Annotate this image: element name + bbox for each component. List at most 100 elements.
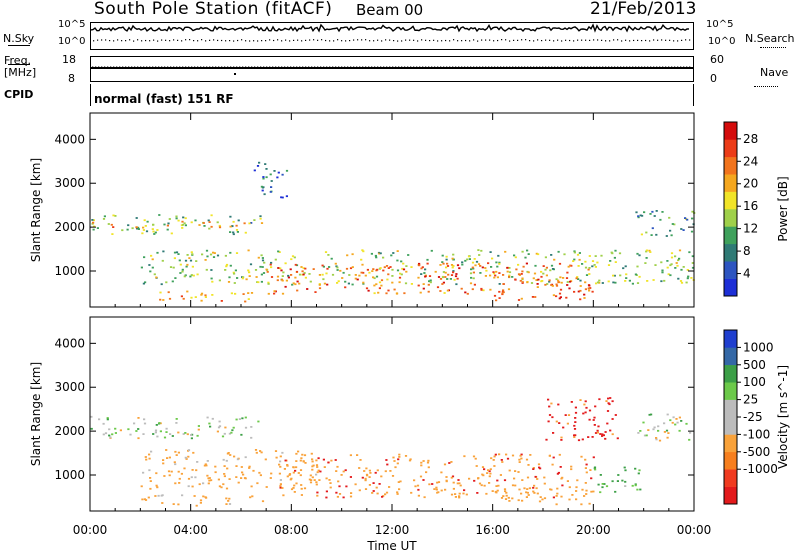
echo-cell bbox=[179, 272, 182, 274]
echo-cell bbox=[489, 472, 492, 475]
echo-cell bbox=[208, 422, 211, 425]
echo-cell bbox=[281, 279, 284, 282]
echo-cell bbox=[552, 294, 555, 297]
echo-cell bbox=[541, 498, 544, 501]
echo-cell bbox=[173, 251, 177, 254]
echo-cell bbox=[156, 486, 159, 489]
echo-cell bbox=[419, 291, 422, 294]
echo-cell bbox=[296, 280, 299, 283]
echo-cell bbox=[325, 477, 328, 480]
echo-cell bbox=[298, 282, 301, 285]
echo-cell bbox=[153, 233, 156, 235]
echo-cell bbox=[214, 465, 217, 468]
echo-cell bbox=[256, 165, 260, 167]
echo-cell bbox=[582, 412, 585, 415]
echo-cell bbox=[315, 464, 319, 466]
noise-search-dot bbox=[109, 39, 111, 42]
echo-cell bbox=[322, 265, 325, 268]
echo-cell bbox=[446, 289, 449, 292]
nave-dot bbox=[206, 66, 208, 68]
echo-cell bbox=[228, 276, 231, 279]
noise-search-dot bbox=[417, 40, 419, 42]
echo-cell bbox=[507, 496, 510, 499]
echo-cell bbox=[279, 485, 282, 487]
echo-cell bbox=[573, 251, 576, 254]
noise-search-dot bbox=[221, 39, 223, 42]
noise-search-dot bbox=[281, 40, 283, 42]
echo-cell bbox=[269, 477, 272, 479]
echo-cell bbox=[163, 436, 167, 439]
echo-cell bbox=[583, 403, 586, 406]
echo-cell bbox=[609, 260, 612, 262]
nave-dot bbox=[461, 66, 463, 68]
echo-cell bbox=[149, 487, 152, 490]
echo-cell bbox=[195, 469, 198, 472]
echo-cell bbox=[163, 475, 166, 477]
noise-search-dot bbox=[549, 39, 551, 41]
echo-cell bbox=[151, 228, 154, 230]
echo-cell bbox=[143, 418, 146, 421]
echo-cell bbox=[331, 273, 335, 276]
echo-cell bbox=[190, 296, 193, 299]
noise-search-dot bbox=[349, 40, 351, 42]
echo-cell bbox=[175, 215, 178, 218]
echo-cell bbox=[311, 465, 314, 468]
echo-cell bbox=[458, 267, 461, 270]
nave-dot bbox=[665, 66, 667, 68]
echo-cell bbox=[200, 299, 203, 302]
noise-search-dot bbox=[129, 39, 131, 41]
cpid-label: CPID bbox=[4, 88, 34, 101]
echo-cell bbox=[551, 463, 554, 466]
echo-cell bbox=[148, 457, 151, 460]
echo-cell bbox=[364, 488, 368, 490]
echo-cell bbox=[318, 284, 321, 286]
echo-cell bbox=[109, 436, 112, 439]
echo-cell bbox=[655, 437, 658, 439]
noise-search-dot bbox=[413, 39, 415, 41]
echo-cell bbox=[311, 458, 314, 461]
echo-cell bbox=[373, 284, 376, 287]
echo-cell bbox=[391, 275, 394, 277]
echo-cell bbox=[573, 434, 576, 437]
y-tick-label: 1000 bbox=[54, 468, 85, 482]
echo-cell bbox=[433, 488, 436, 490]
echo-cell bbox=[166, 457, 169, 459]
noise-sky-trace bbox=[91, 23, 690, 33]
echo-cell bbox=[495, 491, 498, 494]
noise-panel bbox=[90, 22, 694, 50]
echo-cell bbox=[144, 456, 147, 458]
echo-cell bbox=[213, 252, 216, 254]
noise-search-dot bbox=[197, 40, 199, 42]
echo-cell bbox=[359, 459, 362, 461]
echo-cell bbox=[526, 491, 529, 494]
nave-dot bbox=[596, 66, 598, 68]
noise-search-dot bbox=[301, 40, 303, 42]
noise-search-dot bbox=[229, 39, 231, 42]
echo-cell bbox=[504, 498, 508, 500]
echo-cell bbox=[293, 256, 296, 259]
echo-cell bbox=[299, 469, 303, 471]
echo-cell bbox=[181, 494, 184, 497]
echo-cell bbox=[437, 276, 441, 278]
nave-dot bbox=[146, 66, 148, 68]
echo-cell bbox=[534, 264, 537, 267]
echo-cell bbox=[233, 282, 236, 284]
noise-search-dot bbox=[385, 39, 387, 41]
echo-cell bbox=[478, 254, 481, 256]
echo-cell bbox=[575, 486, 578, 489]
echo-cell bbox=[543, 482, 546, 485]
echo-cell bbox=[361, 263, 364, 266]
echo-cell bbox=[270, 186, 273, 188]
echo-cell bbox=[299, 459, 302, 462]
noise-search-dot bbox=[309, 39, 311, 41]
echo-cell bbox=[378, 281, 382, 284]
echo-cell bbox=[398, 276, 402, 279]
echo-cell bbox=[472, 271, 475, 274]
echo-cell bbox=[611, 433, 614, 436]
nave-dot bbox=[563, 66, 565, 68]
echo-cell bbox=[452, 258, 455, 261]
nave-dot bbox=[119, 66, 121, 68]
echo-cell bbox=[267, 283, 270, 285]
echo-cell bbox=[625, 273, 628, 276]
echo-cell bbox=[423, 496, 426, 499]
